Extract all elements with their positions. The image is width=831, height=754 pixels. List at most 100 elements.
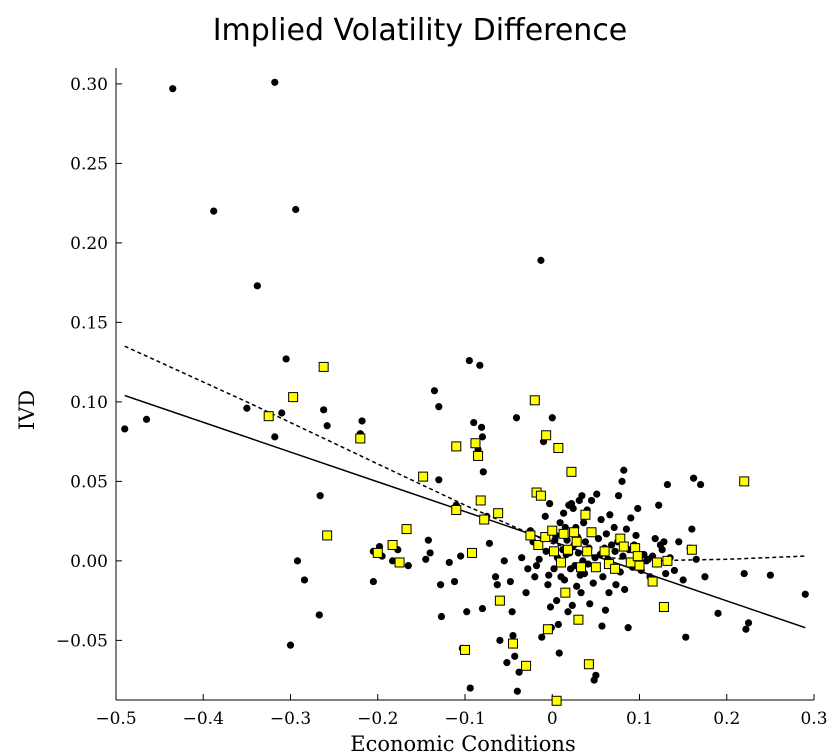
- data-point-circle: [522, 589, 530, 597]
- data-point-circle: [508, 608, 516, 616]
- data-point-circle: [682, 633, 690, 641]
- data-point-circle: [293, 557, 302, 565]
- data-point-circle: [587, 496, 596, 505]
- y-tick-label: 0.15: [70, 313, 108, 333]
- data-point-square: [475, 495, 486, 506]
- data-point-circle: [320, 406, 328, 414]
- data-point-square: [558, 528, 569, 539]
- data-point-circle: [292, 205, 300, 214]
- data-point-circle: [538, 633, 546, 641]
- data-point-square: [610, 563, 621, 574]
- data-point-circle: [581, 538, 590, 546]
- data-point-circle: [619, 552, 627, 560]
- data-point-circle: [531, 573, 539, 581]
- data-point-circle: [621, 585, 629, 594]
- data-point-circle: [606, 511, 614, 519]
- data-point-square: [521, 660, 532, 671]
- data-point-circle: [476, 361, 484, 369]
- data-point-circle: [622, 525, 631, 533]
- data-point-square: [322, 530, 333, 541]
- data-point-square: [632, 551, 643, 562]
- data-point-circle: [169, 85, 177, 93]
- data-point-circle: [553, 597, 561, 605]
- data-point-circle: [584, 560, 592, 568]
- data-point-square: [555, 557, 566, 568]
- data-point-circle: [766, 571, 774, 579]
- data-point-circle: [574, 549, 583, 557]
- data-point-circle: [801, 590, 809, 598]
- data-point-square: [547, 525, 558, 536]
- data-point-circle: [744, 619, 753, 627]
- x-tick-label: 0.3: [800, 709, 827, 729]
- data-point-circle: [271, 78, 279, 86]
- data-point-circle: [253, 282, 261, 290]
- data-point-circle: [535, 555, 543, 563]
- data-point-circle: [491, 573, 500, 581]
- data-point-square: [739, 476, 750, 487]
- data-point-square: [394, 557, 405, 568]
- data-point-circle: [210, 207, 218, 215]
- data-point-circle: [532, 562, 541, 570]
- data-point-circle: [559, 509, 568, 517]
- data-point-circle: [554, 620, 562, 629]
- data-point-circle: [544, 581, 552, 589]
- data-point-circle: [524, 565, 532, 573]
- data-point-circle: [632, 531, 640, 540]
- data-point-circle: [624, 624, 632, 632]
- data-point-square: [599, 546, 610, 557]
- data-point-circle: [577, 589, 585, 597]
- data-point-circle: [478, 433, 487, 441]
- data-point-circle: [589, 579, 597, 587]
- data-point-square: [618, 541, 629, 552]
- data-point-circle: [466, 684, 474, 692]
- data-point-circle: [740, 570, 748, 578]
- data-point-circle: [358, 417, 366, 425]
- y-tick-label: 0.10: [70, 393, 108, 413]
- data-point-circle: [424, 536, 432, 544]
- y-tick-label: −0.05: [56, 631, 108, 651]
- data-point-circle: [634, 504, 642, 513]
- data-point-square: [355, 433, 366, 444]
- data-point-circle: [315, 611, 323, 619]
- data-point-circle: [450, 577, 459, 586]
- data-point-square: [553, 442, 564, 453]
- data-point-square: [451, 441, 462, 452]
- data-point-square: [647, 576, 658, 587]
- data-point-circle: [580, 519, 588, 527]
- data-point-circle: [612, 581, 620, 589]
- data-point-circle: [278, 409, 286, 417]
- data-point-circle: [493, 581, 501, 589]
- data-point-circle: [541, 512, 549, 520]
- data-point-circle: [437, 612, 446, 621]
- data-point-circle: [627, 514, 635, 522]
- data-point-circle: [470, 418, 478, 427]
- chart-title: Implied Volatility Difference: [213, 13, 628, 48]
- data-point-circle: [422, 555, 430, 563]
- data-point-square: [560, 587, 571, 598]
- data-point-circle: [479, 468, 487, 476]
- data-point-circle: [593, 490, 601, 498]
- data-point-square: [479, 514, 490, 525]
- data-point-circle: [689, 474, 698, 482]
- data-point-circle: [568, 601, 576, 609]
- data-point-square: [540, 532, 551, 543]
- data-point-circle: [511, 652, 519, 660]
- data-point-circle: [675, 538, 683, 546]
- data-point-circle: [607, 541, 616, 549]
- x-tick-label: −0.1: [444, 709, 485, 729]
- data-point-square: [634, 560, 645, 571]
- data-point-circle: [578, 492, 586, 500]
- data-point-square: [493, 508, 504, 519]
- x-tick-label: −0.5: [95, 709, 136, 729]
- data-point-circle: [569, 504, 577, 513]
- y-tick-label: 0.20: [70, 234, 108, 254]
- data-point-circle: [564, 608, 572, 616]
- data-point-square: [576, 562, 587, 573]
- data-point-circle: [742, 625, 750, 633]
- data-point-circle: [282, 355, 290, 363]
- x-tick-label: −0.4: [183, 709, 224, 729]
- data-point-square: [571, 536, 582, 547]
- data-point-circle: [142, 415, 151, 423]
- data-point-circle: [436, 581, 445, 589]
